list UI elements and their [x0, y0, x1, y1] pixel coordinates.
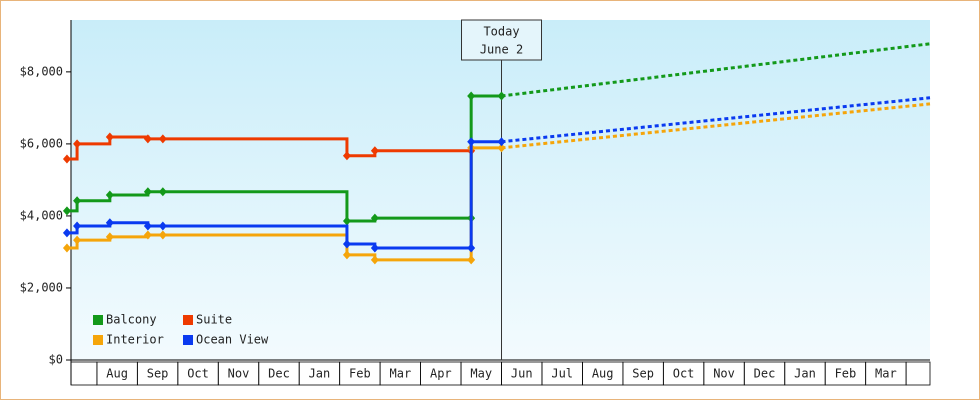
x-tick-label: Dec [268, 367, 290, 381]
data-point [62, 243, 71, 253]
x-tick-label: Jun [511, 367, 533, 381]
data-point [158, 221, 167, 231]
forecast-line [501, 96, 931, 144]
data-point [158, 187, 167, 197]
data-point [73, 221, 82, 231]
data-point [497, 143, 506, 153]
x-tick-label: Feb [835, 367, 857, 381]
data-point [370, 213, 379, 223]
data-point [73, 235, 82, 245]
x-tick-label: Oct [187, 367, 209, 381]
y-tick-label: $2,000 [20, 280, 63, 294]
data-point [62, 206, 71, 216]
x-tick-label: Nov [228, 367, 250, 381]
forecast-line [501, 42, 931, 98]
legend-swatch [183, 315, 193, 325]
data-point [105, 218, 114, 228]
today-label: June 2 [480, 43, 523, 57]
data-point [143, 187, 152, 197]
data-point [143, 221, 152, 231]
data-point [467, 137, 476, 147]
legend-label: Interior [106, 333, 164, 347]
x-tick-label: Sep [632, 367, 654, 381]
x-tick-label: Mar [875, 367, 897, 381]
y-tick-label: $0 [49, 353, 63, 367]
x-tick-label: Mar [390, 367, 412, 381]
data-point [158, 230, 167, 240]
data-point [342, 250, 351, 260]
data-point [370, 146, 379, 156]
data-point [73, 139, 82, 149]
data-point [370, 255, 379, 265]
data-point [105, 190, 114, 200]
x-tick-label: Jan [309, 367, 331, 381]
legend-swatch [93, 315, 103, 325]
x-tick-label: Sep [147, 367, 169, 381]
x-tick-label: Aug [592, 367, 614, 381]
data-point [497, 137, 506, 147]
legend-label: Ocean View [196, 333, 269, 347]
x-tick-label: Apr [430, 367, 452, 381]
data-point [370, 243, 379, 253]
today-box [461, 19, 543, 61]
legend-label: Balcony [106, 313, 157, 327]
x-tick-label: Feb [349, 367, 371, 381]
data-point [105, 232, 114, 242]
data-point [342, 239, 351, 249]
x-tick-label: Nov [713, 367, 735, 381]
y-tick-label: $8,000 [20, 64, 63, 78]
data-point [62, 154, 71, 164]
x-tick-label: Dec [754, 367, 776, 381]
today-label: Today [483, 25, 519, 39]
data-point [342, 151, 351, 161]
legend-swatch [183, 335, 193, 345]
y-tick-label: $6,000 [20, 136, 63, 150]
x-tick-label: Jan [794, 367, 816, 381]
y-tick-label: $4,000 [20, 208, 63, 222]
data-point [73, 196, 82, 206]
data-point [158, 134, 167, 144]
x-tick-label: Oct [673, 367, 695, 381]
legend-label: Suite [196, 313, 232, 327]
data-point [467, 91, 476, 101]
month-cell [905, 361, 931, 386]
data-point [467, 243, 476, 253]
data-point [62, 228, 71, 238]
x-tick-label: Jul [551, 367, 573, 381]
data-point [143, 230, 152, 240]
x-tick-label: May [470, 367, 492, 381]
forecast-line [501, 102, 931, 150]
data-point [342, 216, 351, 226]
legend-swatch [93, 335, 103, 345]
plot-area [71, 20, 930, 360]
x-tick-label: Aug [106, 367, 128, 381]
data-point [497, 91, 506, 101]
data-point [105, 132, 114, 142]
data-point [143, 134, 152, 144]
data-point [467, 255, 476, 265]
